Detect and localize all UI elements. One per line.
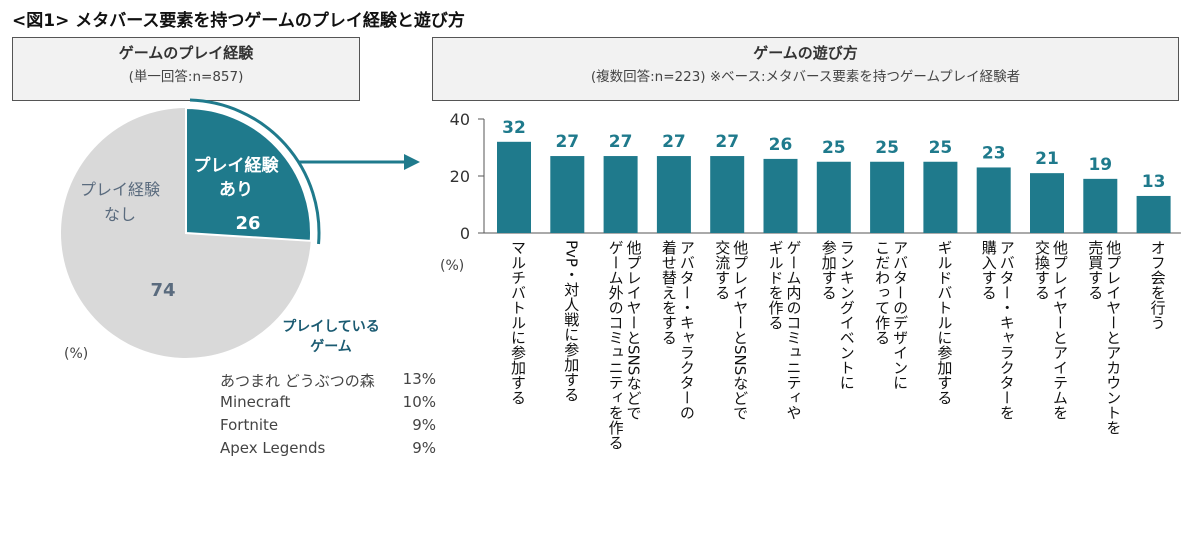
x-category-label-line: 他プレイヤーとアカウントを bbox=[1104, 240, 1123, 435]
games-list-title: プレイしている ゲーム bbox=[276, 317, 386, 357]
bar-value-label: 19 bbox=[1088, 155, 1112, 175]
x-category-label-line: 他プレイヤーとアイテムを bbox=[1051, 240, 1069, 420]
x-category-label: 他プレイヤーとアイテムを 交換する bbox=[1033, 240, 1069, 420]
game-percent: 9% bbox=[412, 416, 436, 434]
x-category-label-line: ゲーム外のコミュニティを作る bbox=[606, 240, 625, 450]
x-category-label-line: アバター・キャラクターを bbox=[997, 240, 1016, 420]
bar bbox=[763, 158, 798, 233]
x-category-label-line: 購入する bbox=[979, 240, 998, 300]
bar bbox=[976, 167, 1011, 233]
bar bbox=[816, 161, 851, 233]
game-name: Apex Legends bbox=[220, 439, 326, 457]
x-category-label: 他プレイヤーとSNSなどで 交流する bbox=[713, 240, 749, 420]
game-name: Minecraft bbox=[220, 393, 291, 411]
y-tick-label: 0 bbox=[460, 224, 470, 243]
x-category-label: ギルドバトルに参加する bbox=[935, 240, 953, 405]
pie-panel-title: ゲームのプレイ経験 bbox=[118, 44, 254, 62]
bar-value-label: 27 bbox=[555, 132, 579, 152]
bar-value-label: 25 bbox=[822, 138, 846, 158]
game-name: あつまれ どうぶつの森 bbox=[220, 372, 375, 390]
bar-value-label: 13 bbox=[1142, 172, 1166, 192]
figure-title: <図1> メタバース要素を持つゲームのプレイ経験と遊び方 bbox=[12, 11, 465, 31]
x-category-label: ランキングイベントに 参加する bbox=[820, 240, 856, 390]
bar-value-label: 27 bbox=[662, 132, 686, 152]
bar bbox=[1083, 178, 1118, 233]
bar bbox=[1136, 195, 1171, 233]
games-list-title-line1: プレイしている bbox=[282, 319, 380, 335]
games-list-title-line2: ゲーム bbox=[310, 339, 352, 355]
bar bbox=[1030, 173, 1064, 233]
x-category-label-line: ゲーム内のコミュニティや bbox=[784, 240, 803, 420]
pie-label-yes-line1: プレイ経験 bbox=[194, 155, 280, 176]
pie-label-yes-line2: あり bbox=[219, 180, 253, 200]
bar bbox=[870, 161, 905, 233]
x-category-label-line: アバターのデザインに bbox=[891, 240, 910, 390]
x-category-label: PvP・対人戦に参加する bbox=[562, 240, 580, 402]
y-tick-label: 20 bbox=[450, 167, 470, 186]
x-category-label-line: ギルドバトルに参加する bbox=[935, 240, 954, 405]
game-percent: 9% bbox=[412, 439, 436, 457]
arrow-head bbox=[404, 154, 420, 170]
x-category-label-line: 交換する bbox=[1033, 240, 1051, 300]
x-category-label: マルチバトルに参加する bbox=[509, 240, 527, 405]
pie-percent-unit: (%) bbox=[64, 346, 89, 362]
bar-value-label: 25 bbox=[875, 138, 899, 158]
bar bbox=[923, 161, 958, 233]
x-category-label-line: 他プレイヤーとSNSなどで bbox=[731, 240, 750, 421]
game-percent: 13% bbox=[402, 370, 436, 388]
game-percent: 10% bbox=[402, 393, 436, 411]
bar-value-label: 25 bbox=[929, 138, 953, 158]
bar bbox=[603, 156, 638, 233]
bar bbox=[550, 156, 585, 233]
game-name: Fortnite bbox=[220, 416, 279, 434]
x-category-label-line: 参加する bbox=[819, 240, 838, 300]
pie-label-none-line1: プレイ経験 bbox=[80, 180, 160, 199]
x-category-label: オフ会を行う bbox=[1149, 240, 1167, 330]
x-category-label-line: アバター・キャラクターの bbox=[677, 240, 696, 420]
bar-panel-header: ゲームの遊び方 (複数回答:n=223) ※ベース:メタバース要素を持つゲームプ… bbox=[432, 37, 1179, 101]
x-category-label: ゲーム内のコミュニティや ギルドを作る bbox=[767, 240, 803, 420]
x-category-label-line: 売買する bbox=[1086, 240, 1105, 300]
bar-percent-unit: (%) bbox=[440, 258, 465, 274]
bar-value-label: 27 bbox=[609, 132, 633, 152]
x-category-label-line: こだわって作る bbox=[873, 240, 892, 345]
bar-chart: 0 20 40 32 27 27 27 27 26 25 25 25 23 21 19 13 bbox=[450, 110, 1181, 243]
connector-arrow bbox=[298, 154, 420, 170]
pie-value-yes: 26 bbox=[235, 213, 260, 234]
x-category-label-line: 着せ替えをする bbox=[659, 240, 678, 345]
bar-panel-subtitle: (複数回答:n=223) ※ベース:メタバース要素を持つゲームプレイ経験者 bbox=[590, 69, 1021, 85]
bar bbox=[710, 156, 745, 233]
pie-label-none-line2: なし bbox=[104, 205, 136, 224]
pie-slice-yes bbox=[185, 106, 312, 242]
x-category-label: 他プレイヤーとSNSなどで ゲーム外のコミュニティを作る bbox=[607, 240, 643, 450]
pie-panel-subtitle: (単一回答:n=857) bbox=[128, 69, 244, 85]
bar-value-label: 21 bbox=[1035, 149, 1059, 169]
bar bbox=[656, 156, 691, 233]
x-category-label: 他プレイヤーとアカウントを 売買する bbox=[1086, 240, 1122, 435]
bar-value-label: 27 bbox=[715, 132, 739, 152]
bar-value-label: 32 bbox=[502, 118, 526, 138]
x-category-label-line: マルチバトルに参加する bbox=[509, 240, 527, 405]
x-category-label-line: 他プレイヤーとSNSなどで bbox=[624, 240, 643, 421]
bar bbox=[497, 141, 531, 233]
x-category-label-line: ランキングイベントに bbox=[837, 240, 856, 390]
x-category-label: アバター・キャラクターを 購入する bbox=[980, 240, 1016, 420]
x-category-label: アバター・キャラクターの 着せ替えをする bbox=[660, 240, 696, 420]
x-category-label-line: オフ会を行う bbox=[1148, 240, 1167, 330]
pie-highlight-arc bbox=[189, 98, 321, 245]
x-category-label-line: ギルドを作る bbox=[766, 240, 785, 330]
y-tick-label: 40 bbox=[450, 110, 470, 129]
x-category-label: アバターのデザインに こだわって作る bbox=[873, 240, 909, 390]
bar-panel-title: ゲームの遊び方 bbox=[753, 44, 858, 62]
pie-panel-header: ゲームのプレイ経験 (単一回答:n=857) bbox=[12, 37, 360, 101]
bar-value-label: 23 bbox=[982, 143, 1006, 163]
bar-value-label: 26 bbox=[769, 135, 793, 155]
x-category-label-line: 交流する bbox=[713, 240, 732, 300]
pie-value-none: 74 bbox=[150, 280, 175, 301]
x-category-label-line: PvP・対人戦に参加する bbox=[562, 240, 581, 402]
